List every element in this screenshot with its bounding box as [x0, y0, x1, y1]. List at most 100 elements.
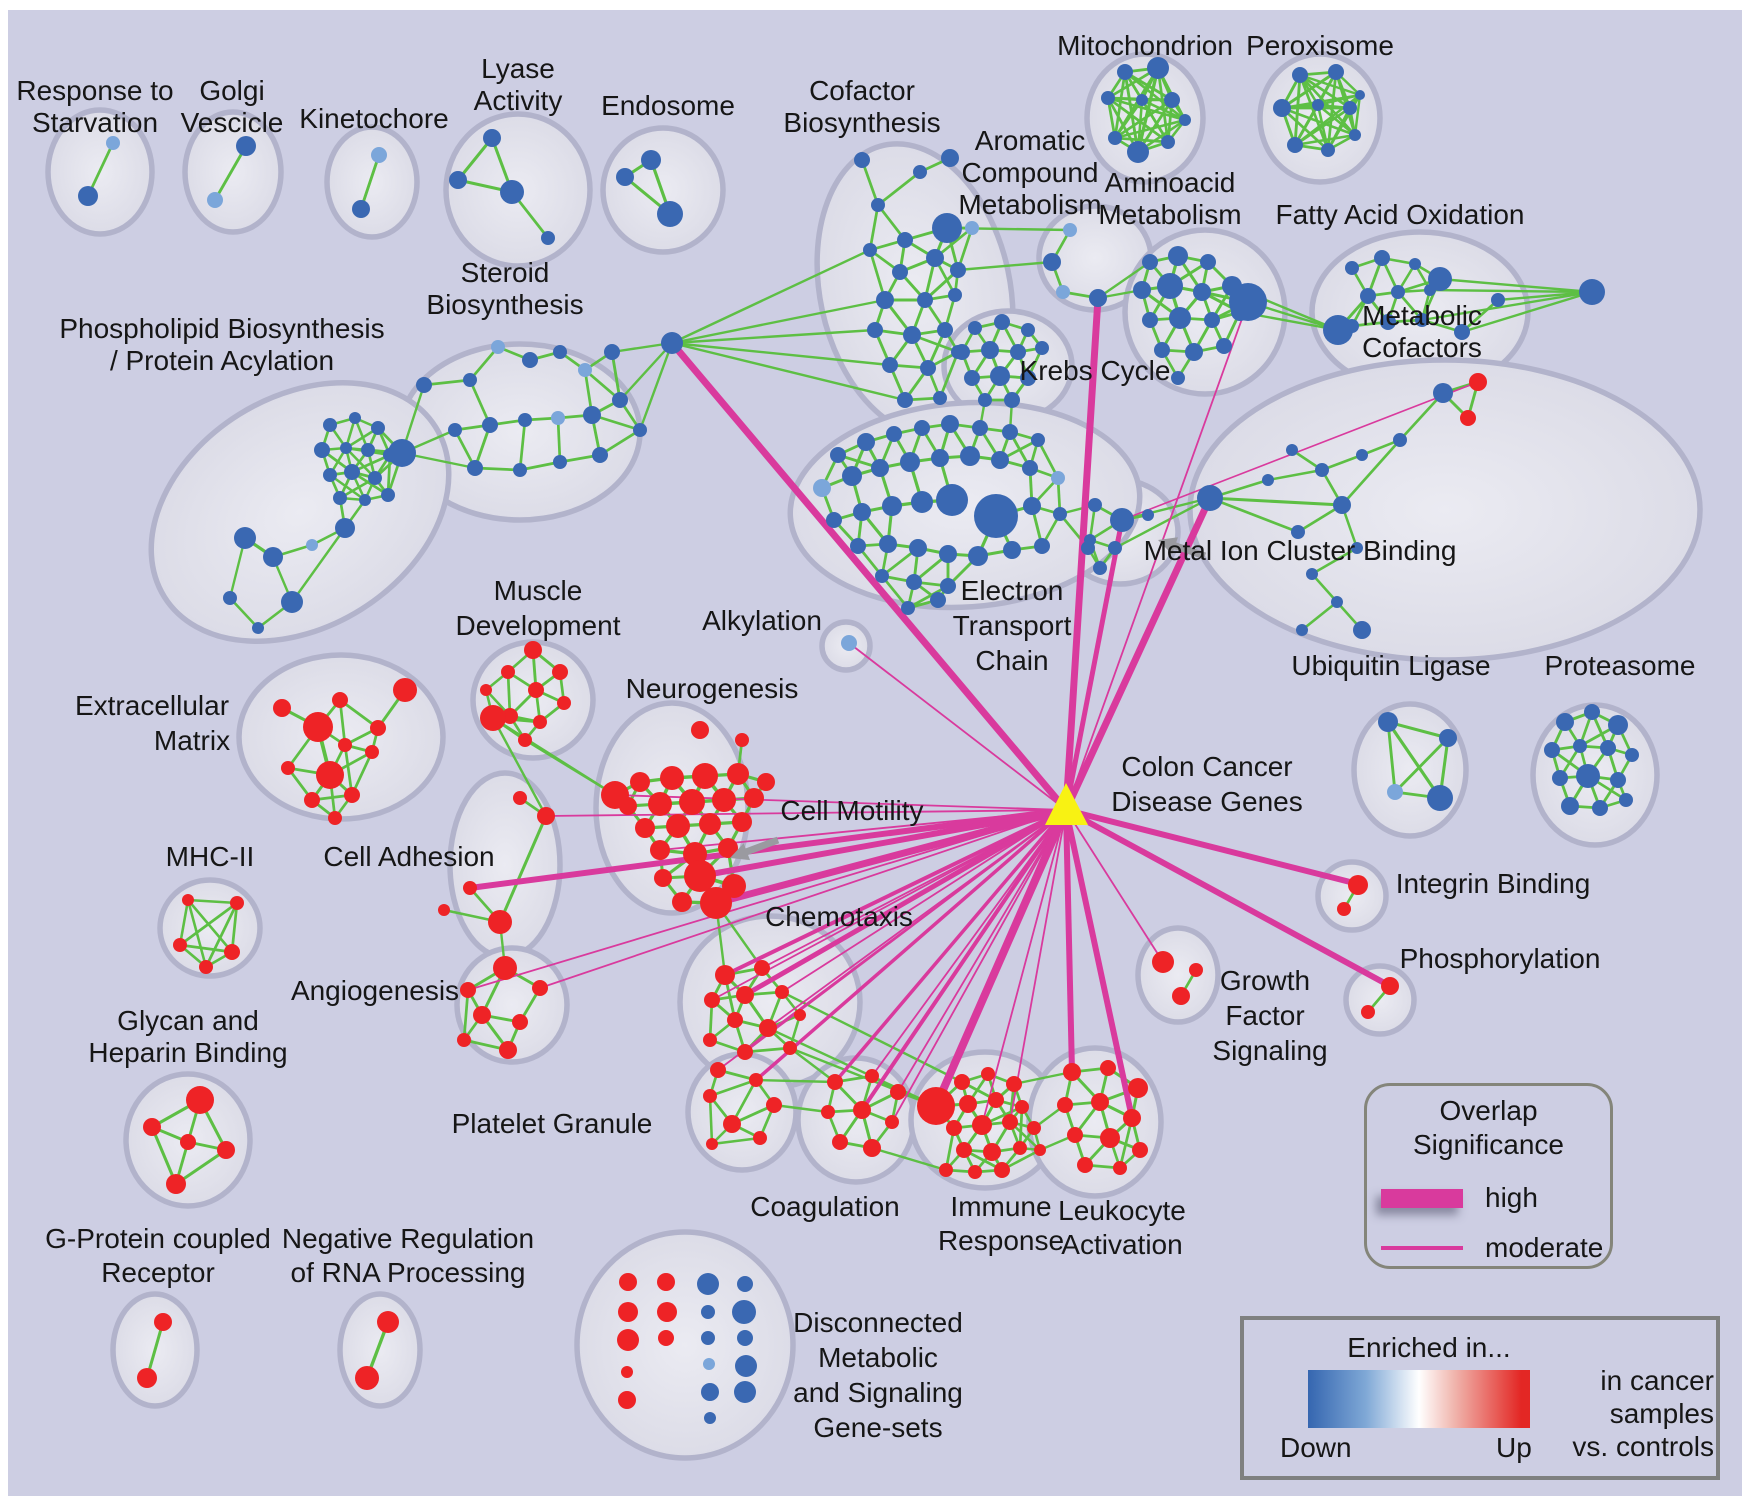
- green-edge-cofactor-biosynthesis: [868, 204, 880, 251]
- gene-set-node-neurogenesis: [699, 813, 721, 835]
- gene-set-node-disconnected-gene-sets: [735, 1355, 757, 1377]
- gene-set-node-neurogenesis: [635, 818, 655, 838]
- gene-set-node-steroid-biosynthesis: [416, 377, 432, 393]
- gene-set-node-electron-transport-chain: [939, 545, 957, 563]
- gene-set-node-response-to-starvation: [78, 186, 98, 206]
- enrichment-note: in cancer samples vs. controls: [1572, 1365, 1714, 1462]
- cluster-label-immune-response: Response: [938, 1225, 1064, 1256]
- cluster-label-steroid-biosynthesis: Steroid: [461, 257, 550, 288]
- gene-set-node-electron-transport-chain: [972, 420, 988, 436]
- gene-set-node-phospholipid-biosynthesis: [340, 442, 352, 454]
- cluster-label-disconnected-gene-sets: Metabolic: [818, 1342, 938, 1373]
- cluster-label-cofactor-biosynthesis: Biosynthesis: [783, 107, 940, 138]
- pointer-arrowhead-icon-metal-ion-cluster-binding-label: [1158, 537, 1178, 555]
- gene-set-node-metabolic-cofactors: [1333, 496, 1351, 514]
- green-edge-platelet-granule: [708, 1095, 714, 1145]
- gene-set-node-cofactor-biosynthesis: [917, 292, 933, 308]
- gene-set-node-electron-transport-chain: [1051, 471, 1065, 485]
- gene-set-node-chemotaxis: [754, 960, 770, 976]
- green-edge-lyase-activity: [456, 137, 494, 181]
- gene-set-node-phospholipid-biosynthesis: [333, 491, 347, 505]
- gene-set-node-electron-transport-chain: [830, 447, 846, 463]
- gene-set-node-electron-transport-chain: [886, 426, 902, 442]
- green-inter-edge: [1421, 290, 1593, 322]
- gene-set-node-kinetochore: [371, 147, 387, 163]
- green-inter-edge: [671, 341, 891, 367]
- green-edge-peroxisome: [1293, 74, 1302, 146]
- gene-set-node-chemotaxis: [715, 965, 735, 985]
- gene-set-node-extracellular-matrix: [304, 792, 320, 808]
- gene-set-node-electron-transport-chain: [909, 539, 927, 557]
- cluster-label-ubiquitin-ligase: Ubiquitin Ligase: [1291, 650, 1490, 681]
- gene-set-node-metabolic-cofactors: [1262, 474, 1274, 486]
- cluster-label-muscle-development: Development: [456, 610, 621, 641]
- gene-set-node-mhc-ii: [230, 896, 244, 910]
- cluster-label-electron-transport-chain: Chain: [975, 645, 1048, 676]
- gene-set-node-cell-adhesion: [537, 807, 555, 825]
- gene-set-node-aromatic-compound-metabolism: [1089, 289, 1107, 307]
- gene-set-node-electron-transport-chain: [857, 433, 875, 451]
- gene-set-node-glycan-heparin-binding: [217, 1141, 235, 1159]
- gene-set-node-aminoacid-metabolism: [1193, 283, 1211, 301]
- green-edge-mitochondrion: [1113, 99, 1144, 139]
- green-edge-ubiquitin-ligase: [1393, 736, 1450, 794]
- green-edge-glycan-heparin-binding: [175, 1148, 227, 1186]
- gene-set-node-cofactor-biosynthesis: [863, 243, 877, 257]
- gene-set-node-fatty-acid-oxidation: [1579, 279, 1605, 305]
- cluster-label-metabolic-cofactors: Cofactors: [1362, 332, 1482, 363]
- green-edge-mitochondrion: [1107, 96, 1169, 144]
- green-edge-metabolic-cofactors: [1398, 392, 1445, 441]
- gene-set-node-endosome: [616, 168, 634, 186]
- hub-edge-moderate: [1065, 301, 1249, 811]
- gene-set-node-coagulation: [853, 1101, 871, 1119]
- gene-set-node-aminoacid-metabolism: [1133, 281, 1151, 299]
- gene-set-node-electron-transport-chain: [940, 578, 956, 594]
- gene-set-node-neurogenesis: [735, 733, 749, 747]
- green-inter-edge: [957, 260, 1053, 272]
- cluster-label-krebs-cycle: Krebs Cycle: [1020, 355, 1171, 386]
- cluster-label-negative-regulation-rna: Negative Regulation: [282, 1223, 534, 1254]
- gene-set-node-neurogenesis: [660, 766, 684, 790]
- gene-set-node-phospholipid-biosynthesis: [361, 443, 375, 457]
- gene-set-node-cell-adhesion: [438, 904, 450, 916]
- gene-set-node-cofactor-biosynthesis: [965, 221, 979, 235]
- gene-set-node-neurogenesis: [718, 838, 738, 858]
- hub-edge-high: [743, 807, 1068, 998]
- gene-set-node-disconnected-gene-sets: [657, 1273, 675, 1291]
- gene-set-node-ubiquitin-ligase: [1387, 784, 1403, 800]
- gene-set-node-immune-response: [939, 1163, 953, 1177]
- cluster-ellipse-negative-regulation-rna: [337, 1291, 423, 1409]
- gene-set-node-mitochondrion: [1136, 94, 1148, 106]
- cluster-label-peroxisome: Peroxisome: [1246, 30, 1394, 61]
- gene-set-node-electron-transport-chain: [1053, 507, 1067, 521]
- legend-row-moderate: moderate: [1381, 1232, 1603, 1264]
- green-inter-edge: [671, 248, 871, 345]
- gene-set-node-leukocyte-activation: [1132, 1142, 1148, 1158]
- gene-set-node-immune-response: [1034, 1144, 1046, 1156]
- cluster-label-growth-factor-signaling: Growth: [1220, 965, 1310, 996]
- gene-set-node-mhc-ii: [173, 938, 187, 952]
- gene-set-node-phospholipid-biosynthesis: [335, 518, 355, 538]
- gene-set-node-phospholipid-biosynthesis: [349, 412, 361, 424]
- gene-set-node-disconnected-gene-sets: [618, 1391, 636, 1409]
- gene-set-node-electron-transport-chain: [826, 512, 842, 528]
- gene-set-node-lyase-activity: [541, 231, 555, 245]
- hub-edge-moderate: [539, 809, 1067, 989]
- gene-set-node-steroid-biosynthesis: [592, 447, 608, 463]
- green-edge-platelet-granule: [709, 1078, 757, 1098]
- gene-set-node-metabolic-cofactors: [1291, 525, 1305, 539]
- hub-edge-high: [932, 808, 1070, 1108]
- enrichment-up-label: Up: [1496, 1432, 1532, 1463]
- green-inter-edge: [1429, 288, 1593, 294]
- enrichment-down-label: Down: [1280, 1432, 1352, 1463]
- gene-set-node-metabolic-cofactors: [1356, 449, 1368, 461]
- gene-set-node-angiogenesis: [457, 1033, 471, 1047]
- gene-set-node-steroid-biosynthesis: [522, 352, 538, 368]
- cluster-label-mitochondrion: Mitochondrion: [1057, 30, 1233, 61]
- legend-row-high: high: [1381, 1182, 1538, 1214]
- gene-set-node-golgi-vescicle: [207, 192, 223, 208]
- gene-set-node-electron-transport-chain: [1002, 424, 1018, 440]
- green-inter-edge: [1013, 1070, 1073, 1086]
- gene-set-node-steroid-biosynthesis: [448, 423, 462, 437]
- gene-set-node-immune-response: [917, 1087, 955, 1125]
